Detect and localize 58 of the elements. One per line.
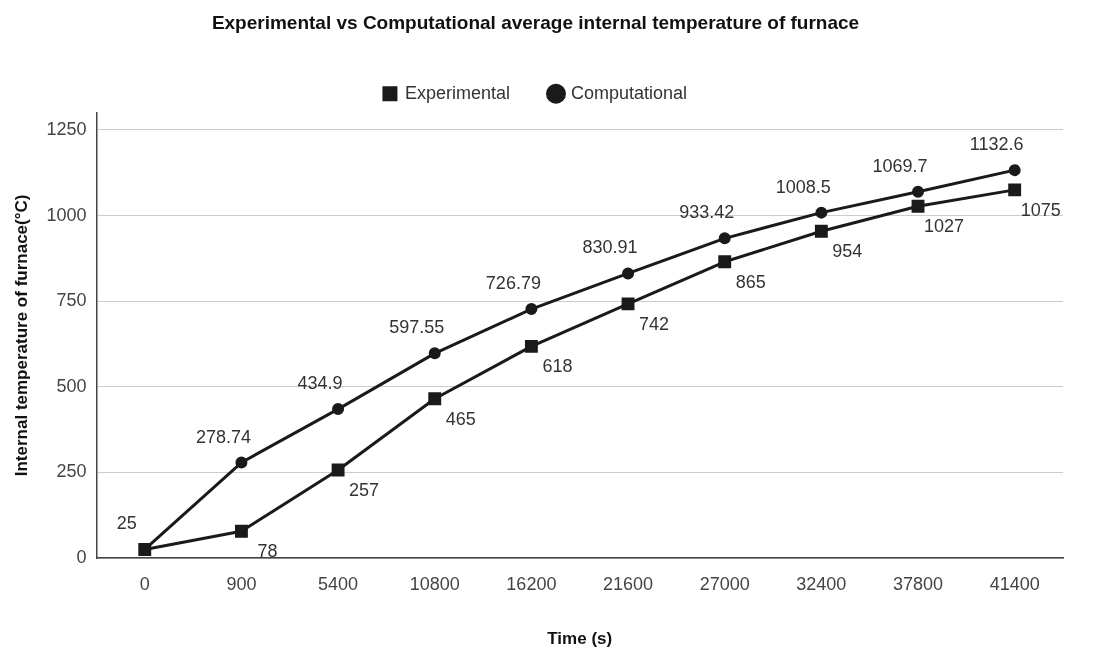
y-tick-label: 0 xyxy=(76,546,87,567)
x-tick-label: 16200 xyxy=(506,573,557,594)
x-tick-label: 900 xyxy=(226,573,257,594)
data-label: 726.79 xyxy=(485,273,541,294)
data-label: 865 xyxy=(735,271,766,292)
data-label: 465 xyxy=(445,408,476,429)
y-tick-label: 500 xyxy=(56,375,87,396)
data-label: 618 xyxy=(542,356,573,377)
x-tick-label: 21600 xyxy=(603,573,654,594)
data-label: 78 xyxy=(257,541,278,562)
x-tick-label: 5400 xyxy=(318,573,359,594)
data-label: 25 xyxy=(116,513,137,534)
point xyxy=(1008,164,1021,177)
point xyxy=(912,185,925,198)
data-label: 278.74 xyxy=(195,426,251,447)
data-label: 1027 xyxy=(923,216,965,237)
point xyxy=(524,339,538,353)
data-label: 1008.5 xyxy=(775,176,831,197)
point xyxy=(911,199,925,213)
point xyxy=(621,297,635,311)
data-label: 830.91 xyxy=(582,237,638,258)
data-label: 933.42 xyxy=(679,202,735,223)
point xyxy=(622,267,635,280)
data-label: 597.55 xyxy=(389,317,445,338)
data-label: 257 xyxy=(349,479,380,500)
y-tick-label: 750 xyxy=(56,290,87,311)
point xyxy=(428,347,441,360)
point xyxy=(332,403,345,416)
point xyxy=(525,303,538,316)
point xyxy=(428,392,442,406)
y-tick-label: 1250 xyxy=(46,118,87,139)
point xyxy=(1008,183,1022,197)
data-label: 1132.6 xyxy=(969,134,1024,155)
x-tick-label: 32400 xyxy=(796,573,847,594)
y-axis-title: Internal temperature of furnace(°C) xyxy=(11,194,31,477)
data-label: 1075 xyxy=(1020,199,1061,220)
point xyxy=(235,456,248,469)
point xyxy=(718,255,732,269)
point xyxy=(331,463,345,477)
y-tick-label: 250 xyxy=(56,461,87,482)
point xyxy=(814,224,828,238)
data-label: 434.9 xyxy=(297,373,343,394)
chart-title: Experimental vs Computational average internal temperature of furnace xyxy=(211,11,860,33)
y-tick-label: 1000 xyxy=(46,204,87,225)
x-axis-title: Time (s) xyxy=(547,629,613,649)
x-tick-label: 27000 xyxy=(699,573,750,594)
data-label: 954 xyxy=(832,241,863,262)
x-tick-label: 0 xyxy=(139,573,150,594)
data-label: 1069.7 xyxy=(872,155,928,176)
legend-label: Computational xyxy=(570,82,688,103)
x-tick-label: 41400 xyxy=(989,573,1040,594)
x-tick-label: 10800 xyxy=(409,573,460,594)
point xyxy=(234,524,248,538)
point xyxy=(815,206,828,219)
x-tick-label: 37800 xyxy=(892,573,944,594)
legend-label: Experimental xyxy=(404,82,510,103)
point xyxy=(718,232,731,245)
data-label: 742 xyxy=(639,313,670,334)
